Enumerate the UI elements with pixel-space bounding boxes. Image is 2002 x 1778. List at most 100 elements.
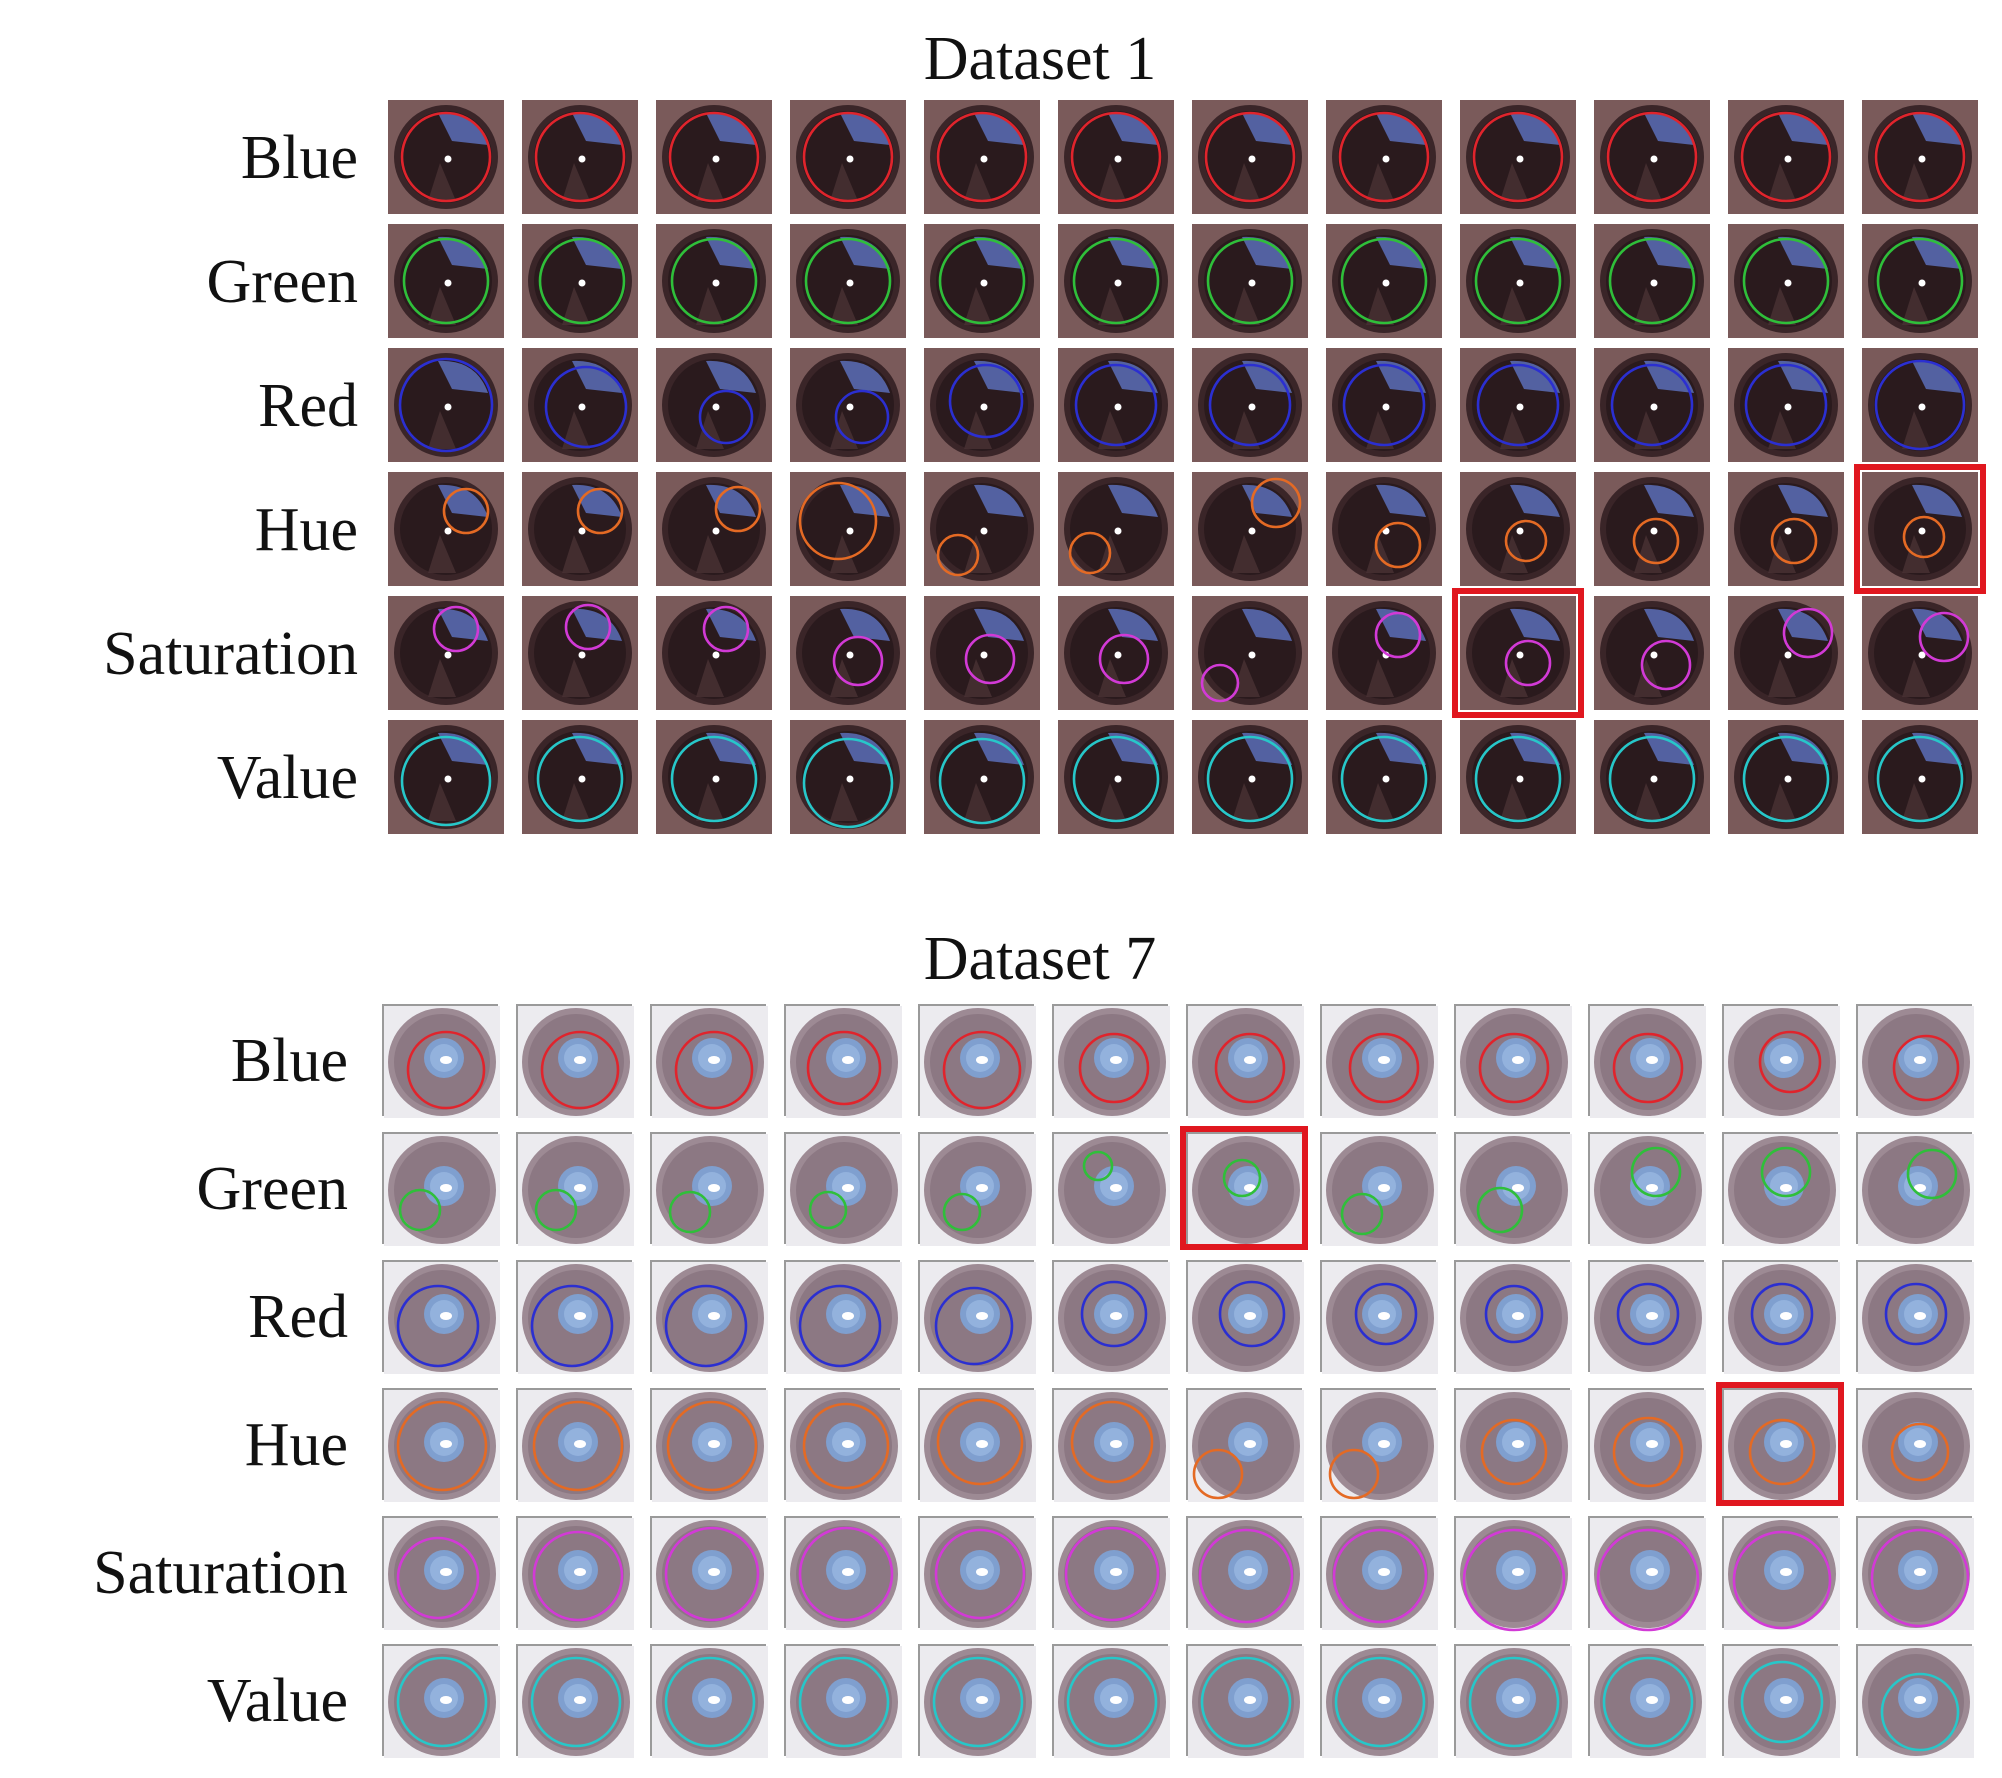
- row-label-green: Green: [206, 248, 358, 316]
- row-label-value: Value: [206, 1667, 348, 1735]
- eye-thumbnail: [1454, 1388, 1572, 1502]
- eye-thumbnail: [1588, 1516, 1706, 1632]
- eye-thumbnail: [1722, 1004, 1840, 1118]
- row-label-blue: Blue: [230, 1027, 348, 1095]
- eye-thumbnail: [1460, 224, 1576, 338]
- eye-thumbnail: [656, 596, 772, 710]
- eye-thumbnail: [650, 1004, 768, 1118]
- eye-thumbnail: [1454, 1644, 1572, 1758]
- eye-thumbnail: [1320, 1004, 1438, 1118]
- eye-thumbnail: [1594, 472, 1710, 586]
- eye-thumbnail: [1856, 1516, 1974, 1630]
- eye-thumbnail: [924, 224, 1040, 338]
- eye-thumbnail: [1180, 1126, 1308, 1250]
- eye-thumbnail: [1588, 1644, 1706, 1758]
- eye-thumbnail: [924, 596, 1040, 710]
- eye-thumbnail: [1460, 348, 1576, 462]
- eye-thumbnail: [1192, 720, 1308, 834]
- row-label-blue: Blue: [240, 124, 358, 192]
- eye-thumbnail: [1052, 1644, 1170, 1758]
- eye-thumbnail: [1052, 1388, 1170, 1502]
- eye-thumbnail: [516, 1004, 634, 1118]
- eye-thumbnail: [656, 720, 772, 834]
- eye-thumbnail: [650, 1644, 768, 1758]
- eye-thumbnail: [388, 224, 504, 338]
- eye-thumbnail: [656, 472, 772, 586]
- eye-thumbnail: [1594, 224, 1710, 338]
- eye-thumbnail: [918, 1644, 1036, 1758]
- eye-thumbnail: [1326, 472, 1442, 586]
- eye-thumbnail: [1722, 1516, 1840, 1630]
- row-label-hue: Hue: [244, 1411, 348, 1479]
- eye-thumbnail: [1460, 720, 1576, 834]
- eye-thumbnail: [522, 224, 638, 338]
- eye-thumbnail: [784, 1004, 902, 1118]
- eye-thumbnail: [1326, 720, 1442, 834]
- eye-thumbnail: [924, 348, 1040, 462]
- dataset-1-title: Dataset 1: [923, 25, 1157, 93]
- eye-thumbnail: [1186, 1516, 1304, 1630]
- eye-thumbnail: [1862, 720, 1978, 834]
- dataset-1-panel: Dataset 1 Blue Green Red Hue Saturation Value: [0, 0, 2002, 860]
- eye-thumbnail: [924, 472, 1040, 586]
- eye-thumbnail: [650, 1260, 768, 1374]
- eye-thumbnail: [1594, 596, 1710, 710]
- eye-thumbnail: [522, 596, 638, 710]
- eye-thumbnail: [1058, 596, 1174, 710]
- eye-thumbnail: [1186, 1004, 1304, 1118]
- eye-thumbnail: [1186, 1260, 1304, 1374]
- eye-thumbnail: [1728, 100, 1844, 214]
- eye-thumbnail: [1452, 588, 1584, 718]
- eye-thumbnail: [1728, 596, 1844, 710]
- eye-thumbnail: [1856, 1260, 1974, 1374]
- eye-thumbnail: [388, 100, 504, 214]
- eye-thumbnail: [1192, 348, 1308, 462]
- row-label-saturation: Saturation: [93, 1539, 348, 1607]
- eye-thumbnail: [1594, 348, 1710, 462]
- eye-thumbnail: [1862, 224, 1978, 338]
- eye-thumbnail: [382, 1388, 500, 1502]
- eye-thumbnail: [790, 348, 906, 462]
- eye-thumbnail: [790, 100, 906, 214]
- eye-thumbnail: [1588, 1132, 1706, 1246]
- eye-thumbnail: [1854, 464, 1986, 594]
- row-label-green: Green: [196, 1155, 348, 1223]
- eye-thumbnail: [1728, 224, 1844, 338]
- eye-thumbnail: [388, 472, 504, 586]
- eye-thumbnail: [1326, 100, 1442, 214]
- eye-thumbnail: [790, 720, 906, 834]
- eye-thumbnail: [1058, 100, 1174, 214]
- eye-thumbnail: [1722, 1644, 1840, 1758]
- eye-thumbnail: [790, 224, 906, 338]
- eye-thumbnail: [918, 1388, 1036, 1502]
- eye-thumbnail: [1052, 1132, 1170, 1246]
- eye-thumbnail: [650, 1388, 768, 1502]
- eye-thumbnail: [516, 1260, 634, 1374]
- eye-thumbnail: [1862, 100, 1978, 214]
- eye-thumbnail: [516, 1644, 634, 1758]
- eye-thumbnail: [1862, 596, 1978, 710]
- row-label-red: Red: [258, 372, 358, 440]
- row-label-saturation: Saturation: [103, 620, 358, 688]
- eye-thumbnail: [918, 1260, 1036, 1374]
- row-label-hue: Hue: [254, 496, 358, 564]
- eye-thumbnail: [1460, 100, 1576, 214]
- eye-thumbnail: [1722, 1132, 1840, 1246]
- eye-thumbnail: [1856, 1132, 1974, 1246]
- eye-thumbnail: [918, 1004, 1036, 1118]
- eye-thumbnail: [650, 1516, 768, 1630]
- eye-thumbnail: [1192, 100, 1308, 214]
- eye-thumbnail: [522, 100, 638, 214]
- row-label-red: Red: [248, 1283, 348, 1351]
- eye-thumbnail: [784, 1132, 902, 1246]
- eye-thumbnail: [388, 596, 504, 710]
- eye-thumbnail: [1728, 720, 1844, 834]
- eye-thumbnail: [1862, 348, 1978, 462]
- eye-thumbnail: [784, 1516, 902, 1630]
- eye-thumbnail: [1320, 1132, 1438, 1246]
- eye-thumbnail: [1728, 348, 1844, 462]
- dataset-7-title: Dataset 7: [923, 925, 1157, 993]
- eye-thumbnail: [1320, 1516, 1438, 1630]
- eye-thumbnail: [522, 348, 638, 462]
- eye-thumbnail: [918, 1132, 1036, 1246]
